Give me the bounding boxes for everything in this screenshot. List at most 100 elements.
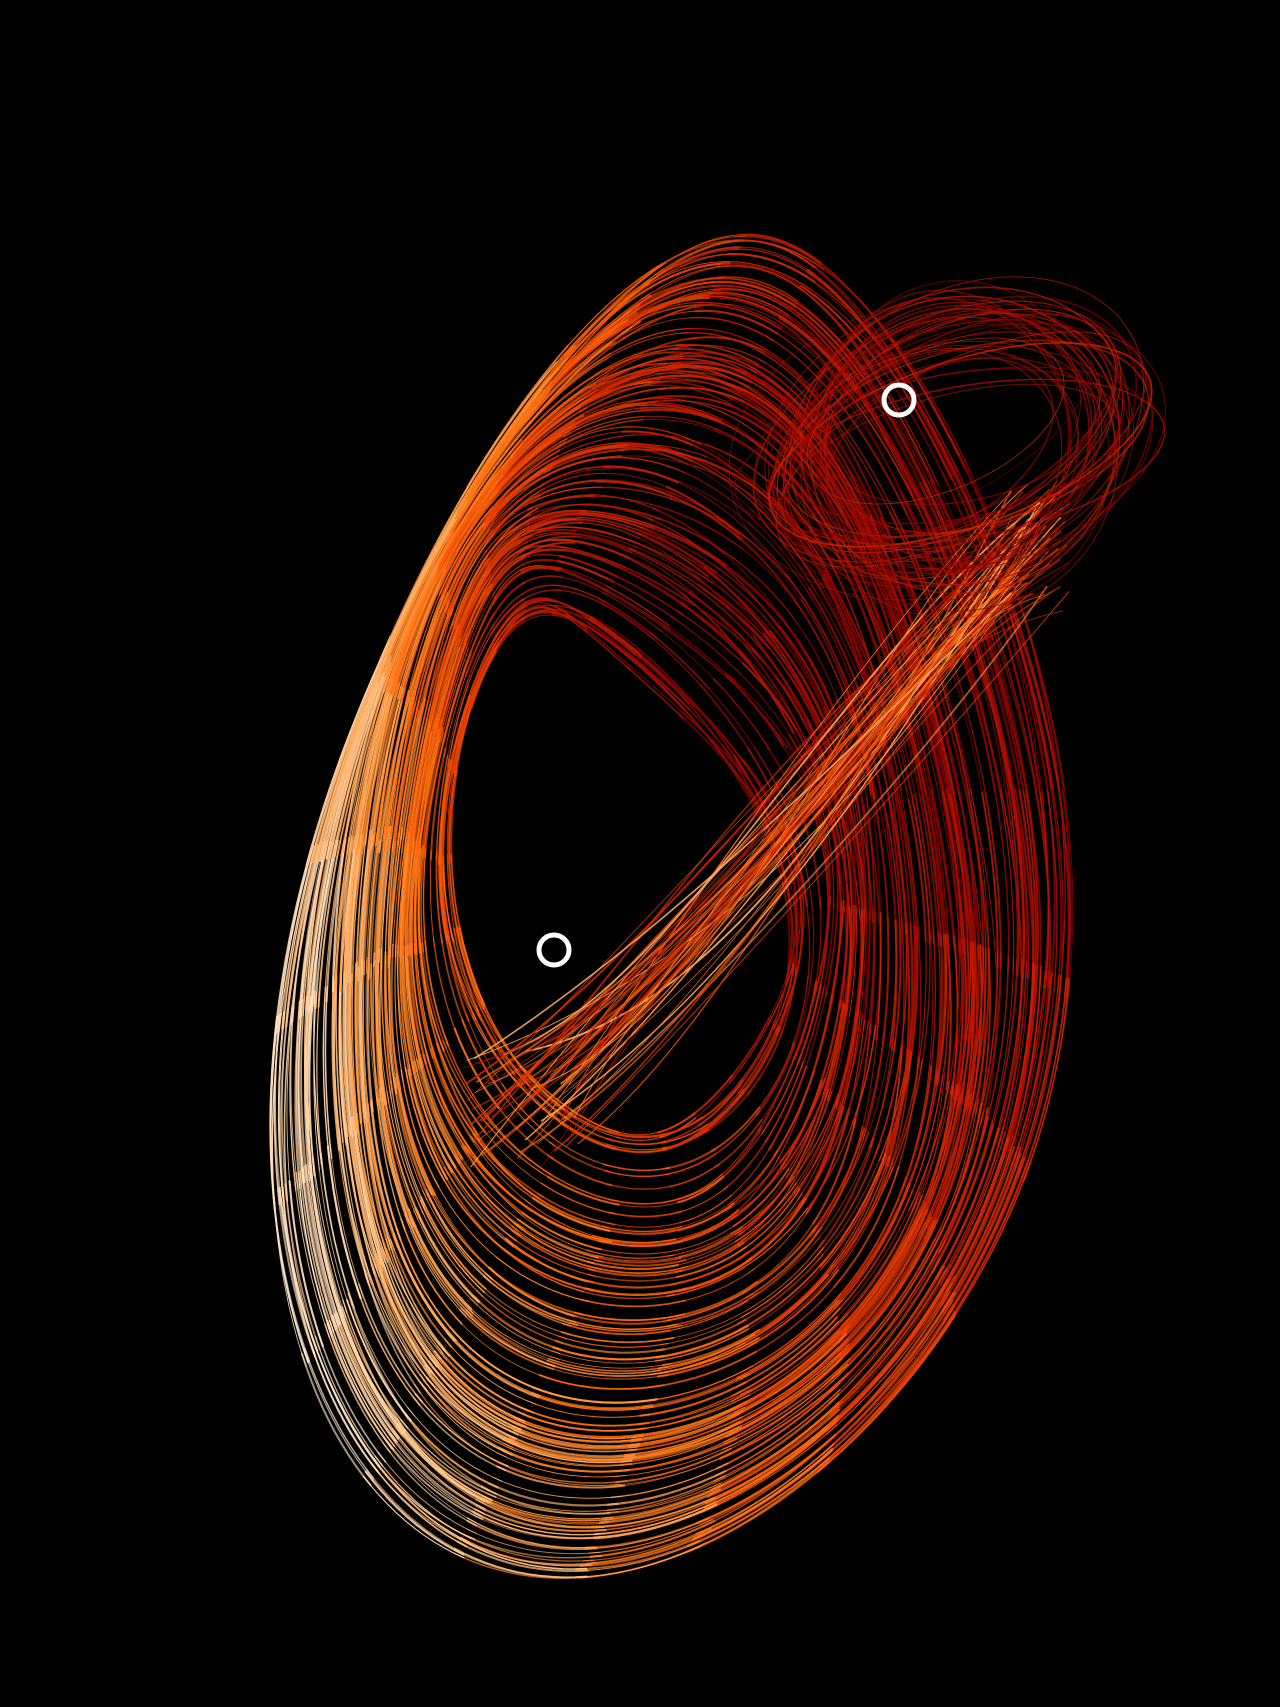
- orbit-segment: [748, 1268, 840, 1348]
- orbit-segment: [386, 691, 413, 841]
- orbit-segment: [411, 943, 430, 1062]
- orbit-segment: [1017, 975, 1063, 1176]
- orbit-segment: [836, 1216, 933, 1354]
- orbit-segment: [274, 1014, 283, 1204]
- orbit-segment: [449, 1332, 542, 1397]
- orbit-segment: [737, 1253, 825, 1325]
- orbit-segment: [486, 538, 527, 577]
- orbit-segment: [585, 1527, 712, 1565]
- orbit-segment: [408, 593, 450, 712]
- orbit-segment: [911, 799, 931, 944]
- orbit-segment: [576, 1540, 702, 1572]
- orbit-segment: [469, 634, 499, 695]
- orbit-segment: [308, 1162, 344, 1323]
- orbit-segment: [600, 332, 690, 363]
- orbit-segment: [819, 1305, 955, 1462]
- orbit-segment: [557, 1335, 669, 1348]
- orbit-segment: [440, 648, 469, 743]
- orbit-segment: [427, 1360, 519, 1436]
- orbit-segment: [579, 1298, 687, 1308]
- orbit-segment: [719, 560, 791, 629]
- orbit-segment: [741, 1028, 782, 1096]
- orbit-segment: [445, 679, 469, 764]
- orbit-segment: [542, 456, 616, 479]
- orbit-segment: [488, 1482, 619, 1507]
- orbit-lobe-loop: [782, 276, 1144, 579]
- orbit-segment: [391, 1429, 486, 1511]
- orbit-segment: [388, 702, 417, 851]
- orbit-segment: [491, 563, 525, 597]
- orbit-segment: [524, 535, 577, 550]
- orbit-segment: [764, 1060, 805, 1144]
- orbit-segment: [378, 1088, 410, 1225]
- orbit-segment: [444, 1036, 493, 1123]
- orbit-segment: [676, 1280, 759, 1318]
- orbit-segment: [736, 1171, 791, 1232]
- orbit-segment: [705, 293, 789, 319]
- orbit-segment: [324, 1323, 391, 1454]
- orbit-segment: [475, 1498, 605, 1529]
- orbit-segment: [557, 567, 612, 589]
- orbit-segment: [679, 1194, 733, 1224]
- orbit-segment: [363, 1269, 422, 1394]
- orbit-segment: [629, 277, 722, 310]
- orbit-segment: [829, 899, 845, 1004]
- orbit-segment: [376, 696, 410, 855]
- orbit-segment: [926, 1091, 969, 1230]
- orbit-segment: [380, 1089, 414, 1222]
- orbit-segment: [444, 1339, 537, 1405]
- orbit-segment: [277, 847, 314, 1033]
- orbit-segment: [642, 1371, 747, 1408]
- orbit-segment: [435, 852, 444, 944]
- orbit-segment: [856, 800, 866, 919]
- orbit-segment: [824, 570, 882, 689]
- orbit-segment: [516, 1218, 600, 1259]
- orbit-segment: [317, 1155, 352, 1313]
- orbit-segment: [809, 994, 833, 1083]
- orbit-segment: [419, 1195, 487, 1291]
- orbit-segment: [438, 457, 515, 568]
- orbit-segment: [967, 942, 978, 1109]
- orbit-segment: [890, 664, 927, 796]
- orbit-segment: [722, 1357, 844, 1444]
- orbit-segment: [841, 552, 896, 678]
- orbit-segment: [873, 800, 890, 929]
- orbit-segment: [478, 1497, 609, 1525]
- orbit-segment: [520, 553, 564, 561]
- orbit-segment: [739, 1188, 801, 1252]
- orbit-segment: [565, 1312, 672, 1325]
- orbit-segment: [583, 625, 634, 669]
- orbit-segment: [407, 1210, 473, 1313]
- orbit-segment: [762, 631, 819, 723]
- orbit-segment: [402, 943, 416, 1073]
- orbit-segment: [820, 1155, 888, 1270]
- orbit-segment: [587, 621, 639, 663]
- orbit-segment: [488, 473, 550, 529]
- orbit-segment: [593, 616, 645, 654]
- orbit-segment: [347, 967, 356, 1131]
- orbit-segment: [732, 529, 801, 609]
- orbit-segment: [366, 1266, 425, 1390]
- orbit-segment: [418, 1204, 484, 1298]
- orbit-segment: [322, 986, 331, 1161]
- orbit-segment: [567, 539, 631, 559]
- fixed-point-center-marker: [536, 932, 572, 968]
- orbit-segment: [548, 443, 622, 466]
- orbit-segment: [651, 506, 726, 556]
- orbit-segment: [610, 1462, 729, 1499]
- orbit-segment: [908, 1080, 951, 1211]
- orbit-segment: [328, 1319, 396, 1448]
- orbit-segment: [805, 898, 811, 984]
- orbit-segment: [705, 303, 785, 326]
- orbit-segment: [521, 610, 556, 621]
- orbit-lobe-loop: [784, 319, 1154, 575]
- orbit-segment: [1052, 789, 1064, 994]
- orbit-segment: [548, 1141, 611, 1174]
- orbit-segment: [794, 599, 849, 705]
- orbit-segment: [369, 1461, 468, 1548]
- orbit-segment: [779, 614, 835, 713]
- orbit-segment: [614, 455, 701, 469]
- orbit-segment: [722, 1363, 849, 1450]
